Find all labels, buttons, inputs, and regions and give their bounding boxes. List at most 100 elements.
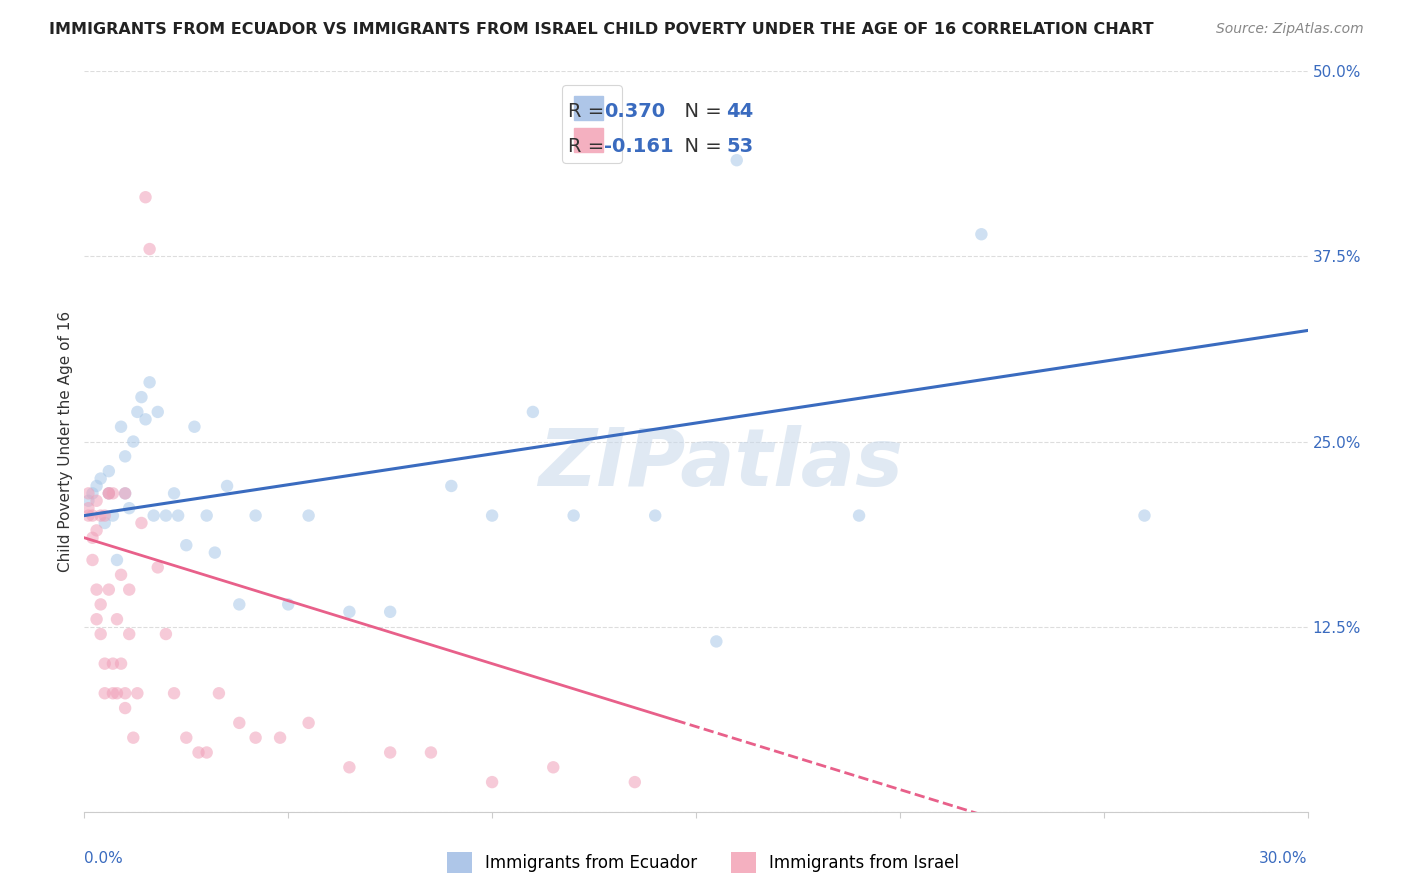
Point [138, 376, 160, 390]
Point [380, 746, 402, 760]
Point [624, 775, 647, 789]
Point [298, 715, 321, 730]
Point [114, 701, 136, 715]
Point [1133, 508, 1156, 523]
Text: N =: N = [672, 136, 727, 155]
Point [110, 419, 132, 434]
Point [543, 760, 565, 774]
Point [97, 582, 120, 597]
Point [77, 493, 100, 508]
Point [86, 612, 108, 626]
Point [105, 553, 128, 567]
Point [440, 479, 463, 493]
Point [245, 508, 267, 523]
Point [86, 524, 108, 538]
Text: 53: 53 [727, 136, 754, 155]
Point [339, 605, 361, 619]
Point [187, 746, 209, 760]
Point [644, 508, 666, 523]
Text: 44: 44 [727, 103, 754, 121]
Point [380, 605, 402, 619]
Point [77, 501, 100, 516]
Point [118, 501, 141, 516]
Point [86, 493, 108, 508]
Point [725, 153, 748, 168]
Point [245, 731, 267, 745]
Point [86, 582, 108, 597]
Point [101, 508, 124, 523]
Point [135, 190, 157, 204]
Point [97, 486, 120, 500]
Legend: Immigrants from Ecuador, Immigrants from Israel: Immigrants from Ecuador, Immigrants from… [440, 846, 966, 880]
Point [135, 412, 157, 426]
Point [848, 508, 870, 523]
Point [118, 582, 141, 597]
Point [298, 508, 321, 523]
Point [122, 434, 145, 449]
Point [522, 405, 544, 419]
Point [122, 731, 145, 745]
Point [114, 486, 136, 500]
Text: R =: R = [568, 136, 610, 155]
Point [97, 464, 120, 478]
Point [77, 486, 100, 500]
Point [208, 686, 231, 700]
Point [110, 657, 132, 671]
Point [195, 508, 218, 523]
Point [82, 486, 104, 500]
Point [277, 598, 299, 612]
Point [97, 486, 120, 500]
Point [127, 686, 149, 700]
Point [174, 538, 197, 552]
Text: 0.0%: 0.0% [84, 851, 124, 865]
Point [706, 634, 728, 648]
Point [163, 686, 186, 700]
Point [86, 479, 108, 493]
Point [90, 598, 112, 612]
Point [82, 508, 104, 523]
Y-axis label: Child Poverty Under the Age of 16: Child Poverty Under the Age of 16 [58, 311, 73, 572]
Point [93, 657, 115, 671]
Text: Source: ZipAtlas.com: Source: ZipAtlas.com [1216, 22, 1364, 37]
Point [114, 450, 136, 464]
Point [138, 242, 160, 256]
Text: 30.0%: 30.0% [1260, 851, 1308, 865]
Point [163, 486, 186, 500]
Point [93, 686, 115, 700]
Point [481, 508, 503, 523]
Legend: , : , [562, 85, 621, 163]
Point [155, 627, 177, 641]
Point [970, 227, 993, 242]
Point [90, 471, 112, 485]
Text: ZIPatlas: ZIPatlas [538, 425, 903, 503]
Point [90, 508, 112, 523]
Point [142, 508, 165, 523]
Point [105, 612, 128, 626]
Point [77, 508, 100, 523]
Point [101, 486, 124, 500]
Point [167, 508, 190, 523]
Point [146, 405, 169, 419]
Point [101, 686, 124, 700]
Point [204, 546, 226, 560]
Text: N =: N = [672, 103, 727, 121]
Point [420, 746, 443, 760]
Point [110, 567, 132, 582]
Point [101, 657, 124, 671]
Point [217, 479, 239, 493]
Text: -0.161: -0.161 [605, 136, 673, 155]
Point [174, 731, 197, 745]
Point [90, 627, 112, 641]
Point [131, 390, 153, 404]
Point [146, 560, 169, 574]
Point [339, 760, 361, 774]
Point [269, 731, 291, 745]
Point [228, 598, 250, 612]
Point [562, 508, 585, 523]
Point [82, 553, 104, 567]
Point [118, 627, 141, 641]
Point [114, 486, 136, 500]
Point [82, 531, 104, 545]
Point [481, 775, 503, 789]
Point [93, 508, 115, 523]
